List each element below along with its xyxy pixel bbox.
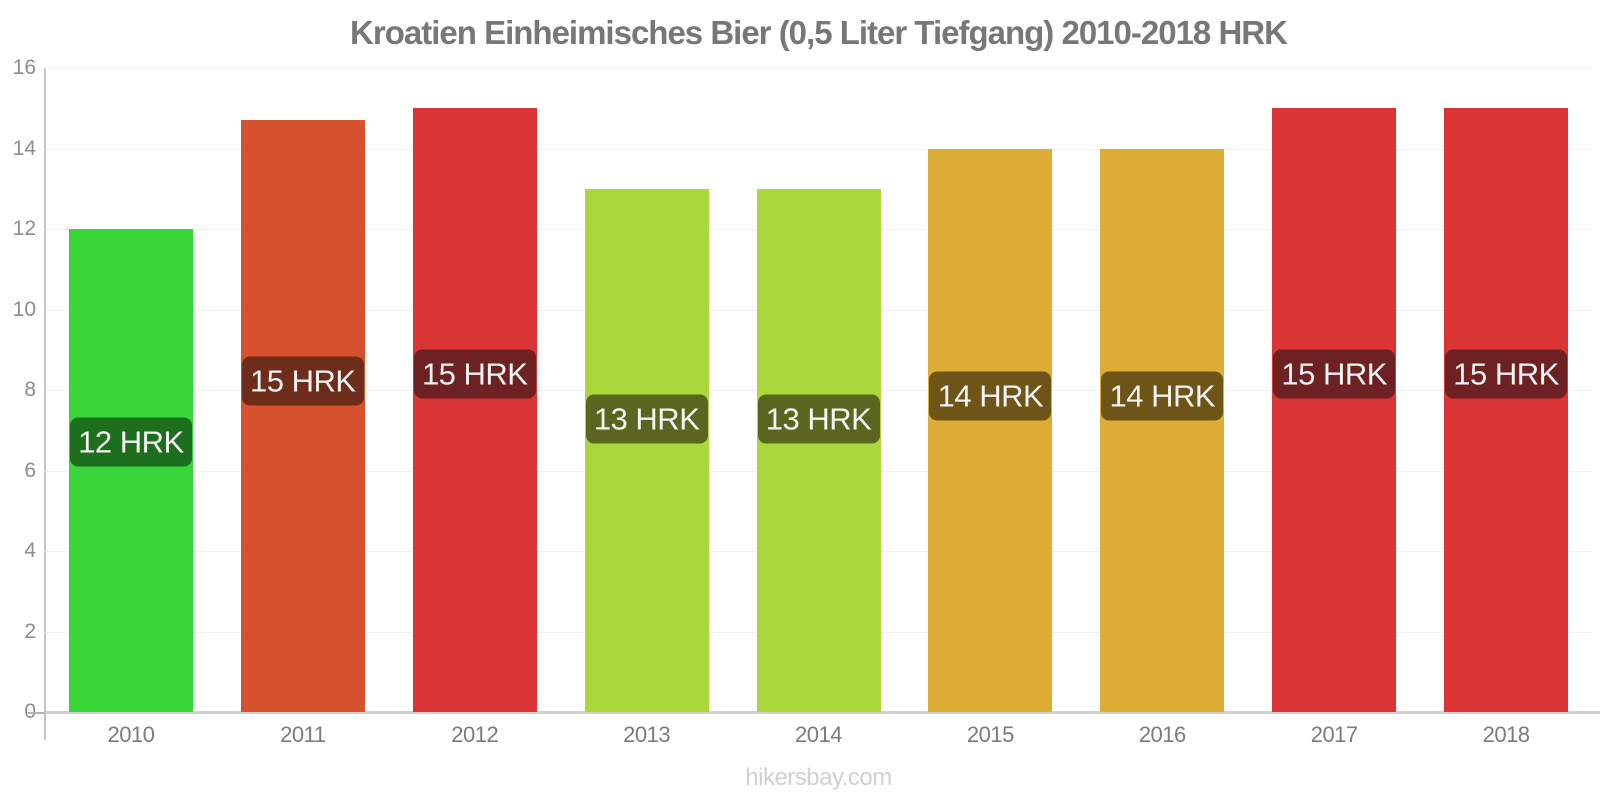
bar-value-label-2018: 15 HRK xyxy=(1445,349,1568,399)
bar-2018[interactable]: 15 HRK xyxy=(1444,108,1569,712)
bar-slot: 15 HRK xyxy=(389,68,561,712)
bar-2013[interactable]: 13 HRK xyxy=(584,188,709,712)
y-tick-label-14: 14 xyxy=(12,136,36,160)
plot-area: 12 HRK 15 HRK 15 HRK 13 HRK 13 HRK 14 HRK 14 H… xyxy=(45,68,1600,714)
bar-slot: 12 HRK xyxy=(45,68,217,712)
bar-2017[interactable]: 15 HRK xyxy=(1272,108,1397,712)
y-tick-label-6: 6 xyxy=(24,458,36,482)
bar-2015[interactable]: 14 HRK xyxy=(928,148,1053,712)
x-axis-labels: 2010 2011 2012 2013 2014 2015 2016 2017 2018 xyxy=(45,722,1592,748)
bar-2010[interactable]: 12 HRK xyxy=(68,229,193,712)
bars-container: 12 HRK 15 HRK 15 HRK 13 HRK 13 HRK 14 HRK 14 H… xyxy=(45,68,1592,712)
bar-value-label-2016: 14 HRK xyxy=(1101,371,1224,421)
bar-slot: 14 HRK xyxy=(904,68,1076,712)
x-tick-label-2018: 2018 xyxy=(1482,722,1530,747)
y-tick-label-10: 10 xyxy=(12,297,36,321)
x-tick-label-2016: 2016 xyxy=(1138,722,1186,747)
x-tick-label-2014: 2014 xyxy=(795,722,842,747)
bar-slot: 15 HRK xyxy=(217,68,389,712)
y-tick-label-12: 12 xyxy=(12,217,36,240)
bar-2011[interactable]: 15 HRK xyxy=(240,120,365,712)
bar-value-label-2014: 13 HRK xyxy=(757,394,880,444)
y-tick-label-8: 8 xyxy=(24,378,36,401)
y-axis-line xyxy=(44,68,46,740)
bar-slot: 15 HRK xyxy=(1248,68,1420,712)
bar-value-label-2013: 13 HRK xyxy=(585,394,708,444)
x-tick-label-2011: 2011 xyxy=(280,722,326,747)
gridline xyxy=(45,68,1592,69)
bar-2012[interactable]: 15 HRK xyxy=(412,108,537,712)
x-tick-label-2015: 2015 xyxy=(966,722,1014,747)
bar-value-label-2010: 12 HRK xyxy=(69,417,192,467)
y-tick-label-16: 16 xyxy=(12,56,36,79)
bar-slot: 15 HRK xyxy=(1420,68,1592,712)
x-tick-label-2010: 2010 xyxy=(107,722,155,747)
y-tick-label-0: 0 xyxy=(0,699,36,725)
bar-value-label-2011: 15 HRK xyxy=(241,356,364,406)
bar-slot: 14 HRK xyxy=(1076,68,1248,712)
x-tick-label-2017: 2017 xyxy=(1310,722,1358,747)
bar-value-label-2015: 14 HRK xyxy=(929,371,1052,421)
x-tick-label-2013: 2013 xyxy=(623,722,671,747)
bar-2016[interactable]: 14 HRK xyxy=(1100,148,1225,712)
bar-slot: 13 HRK xyxy=(733,68,905,712)
x-axis-baseline xyxy=(45,711,1600,714)
y-tick-label-4: 4 xyxy=(24,539,36,562)
bar-value-label-2017: 15 HRK xyxy=(1273,349,1396,399)
zero-tick-mark xyxy=(28,712,45,714)
gridline xyxy=(45,148,1592,150)
chart-title: Kroatien Einheimisches Bier (0,5 Liter T… xyxy=(350,14,1288,51)
footer-watermark: hikersbay.com xyxy=(745,764,892,791)
y-tick-label-2: 2 xyxy=(24,619,36,643)
bar-value-label-2012: 15 HRK xyxy=(413,349,536,399)
x-tick-label-2012: 2012 xyxy=(451,722,499,747)
bar-2014[interactable]: 13 HRK xyxy=(756,188,881,712)
bar-slot: 13 HRK xyxy=(561,68,733,712)
